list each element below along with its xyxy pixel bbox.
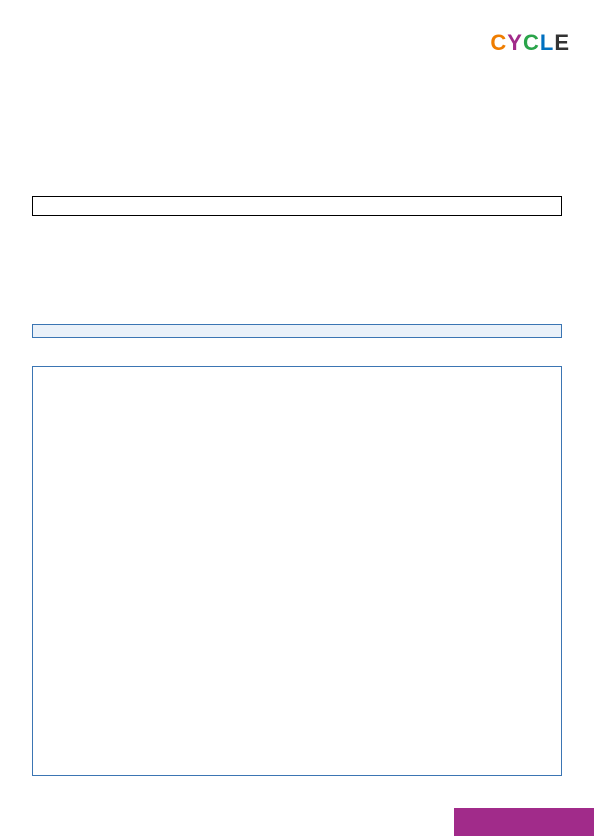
graph-paper (33, 547, 333, 697)
logo-main: CYCLE (490, 32, 570, 54)
footer-url-bar (454, 808, 594, 836)
logo-block: CYCLE (490, 30, 570, 56)
question-area (33, 367, 561, 547)
dot-grid-diagram (345, 381, 535, 543)
learning-outcome-box (32, 196, 562, 216)
assessment-item-heading-box (32, 324, 562, 338)
assessment-item-body (32, 366, 562, 776)
header-decor (0, 0, 594, 120)
logo-cycle: CYCLE (490, 30, 570, 55)
